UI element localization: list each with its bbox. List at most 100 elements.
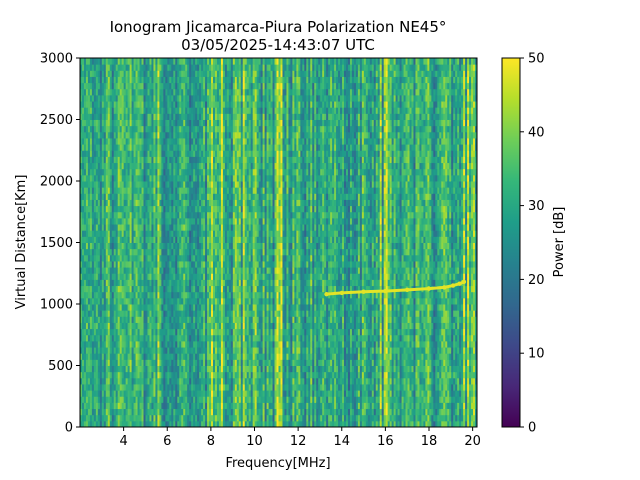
heatmap-cell bbox=[81, 217, 85, 225]
heatmap-cell bbox=[177, 101, 180, 108]
heatmap-cell bbox=[129, 150, 133, 157]
heatmap-cell bbox=[85, 181, 89, 188]
heatmap-cell bbox=[129, 260, 133, 268]
heatmap-cell bbox=[117, 260, 121, 268]
heatmap-cell bbox=[85, 236, 89, 243]
heatmap-cell bbox=[93, 408, 97, 416]
heatmap-cell bbox=[113, 353, 117, 360]
heatmap-cell bbox=[171, 70, 174, 77]
heatmap-cell bbox=[95, 383, 99, 391]
heatmap-cell bbox=[85, 383, 89, 391]
heatmap-cell bbox=[167, 260, 170, 268]
heatmap-cell bbox=[157, 230, 160, 237]
heatmap-cell bbox=[155, 144, 158, 151]
heatmap-cell bbox=[149, 365, 152, 373]
heatmap-cell bbox=[107, 328, 111, 336]
heatmap-cell bbox=[151, 205, 154, 213]
heatmap-cell bbox=[111, 162, 115, 170]
heatmap-cell bbox=[149, 174, 152, 182]
heatmap-cell bbox=[93, 420, 97, 427]
heatmap-cell bbox=[153, 82, 156, 90]
heatmap-cell bbox=[183, 285, 186, 293]
heatmap-cell bbox=[103, 334, 107, 342]
heatmap-cell bbox=[105, 168, 109, 176]
heatmap-cell bbox=[157, 144, 160, 151]
heatmap-cell bbox=[89, 64, 93, 71]
heatmap-cell bbox=[147, 310, 150, 317]
heatmap-cell bbox=[80, 420, 83, 427]
heatmap-cell bbox=[175, 107, 178, 114]
heatmap-cell bbox=[171, 254, 174, 262]
heatmap-cell bbox=[81, 193, 85, 200]
heatmap-cell bbox=[81, 340, 85, 348]
heatmap-cell bbox=[135, 64, 139, 71]
heatmap-cell bbox=[143, 402, 147, 410]
heatmap-cell bbox=[87, 291, 91, 299]
heatmap-cell bbox=[167, 144, 170, 151]
heatmap-cell bbox=[139, 414, 143, 422]
heatmap-cell bbox=[123, 316, 127, 323]
heatmap-cell bbox=[103, 107, 107, 114]
heatmap-cell bbox=[137, 347, 141, 354]
heatmap-cell bbox=[163, 285, 166, 293]
heatmap-cell bbox=[163, 396, 166, 403]
heatmap-cell bbox=[175, 402, 178, 410]
heatmap-cell bbox=[167, 156, 170, 164]
heatmap-cell bbox=[87, 328, 91, 336]
heatmap-cell bbox=[125, 377, 129, 385]
heatmap-cell bbox=[159, 365, 162, 373]
heatmap-cell bbox=[169, 273, 172, 280]
heatmap-cell bbox=[131, 371, 135, 379]
heatmap-cell bbox=[185, 328, 188, 336]
heatmap-cell bbox=[99, 58, 103, 65]
heatmap-cell bbox=[165, 64, 168, 71]
heatmap-cell bbox=[181, 334, 184, 342]
heatmap-cell bbox=[129, 64, 133, 71]
heatmap-cell bbox=[89, 285, 93, 293]
heatmap-cell bbox=[179, 113, 182, 120]
heatmap-cell bbox=[123, 137, 127, 145]
heatmap-cell bbox=[169, 230, 172, 237]
heatmap-cell bbox=[95, 113, 99, 120]
heatmap-cell bbox=[117, 291, 121, 299]
heatmap-cell bbox=[97, 297, 101, 305]
heatmap-cell bbox=[175, 304, 178, 311]
heatmap-cell bbox=[107, 316, 111, 323]
heatmap-cell bbox=[123, 414, 127, 422]
heatmap-cell bbox=[157, 248, 160, 256]
heatmap-cell bbox=[161, 144, 164, 151]
heatmap-cell bbox=[157, 187, 160, 194]
heatmap-cell bbox=[143, 70, 147, 77]
heatmap-cell bbox=[87, 383, 91, 391]
heatmap-cell bbox=[145, 414, 148, 422]
heatmap-cell bbox=[177, 144, 180, 151]
heatmap-cell bbox=[163, 58, 166, 65]
heatmap-cell bbox=[109, 181, 113, 188]
heatmap-cell bbox=[115, 113, 119, 120]
heatmap-cell bbox=[95, 101, 99, 108]
heatmap-cell bbox=[95, 236, 99, 243]
heatmap-cell bbox=[115, 383, 119, 391]
heatmap-cell bbox=[127, 82, 131, 90]
heatmap-cell bbox=[89, 291, 93, 299]
heatmap-cell bbox=[139, 279, 143, 287]
heatmap-cell bbox=[89, 236, 93, 243]
heatmap-cell bbox=[161, 236, 164, 243]
heatmap-cell bbox=[129, 383, 133, 391]
heatmap-cell bbox=[163, 193, 166, 200]
heatmap-cell bbox=[97, 144, 101, 151]
heatmap-cell bbox=[183, 359, 186, 366]
heatmap-cell bbox=[177, 328, 180, 336]
heatmap-cell bbox=[137, 322, 141, 330]
heatmap-cell bbox=[131, 340, 135, 348]
heatmap-cell bbox=[165, 113, 168, 120]
heatmap-cell bbox=[167, 254, 170, 262]
heatmap-cell bbox=[151, 174, 154, 182]
heatmap-cell bbox=[135, 187, 139, 194]
heatmap-cell bbox=[80, 267, 83, 274]
heatmap-cell bbox=[123, 168, 127, 176]
heatmap-cell bbox=[117, 390, 121, 397]
heatmap-cell bbox=[93, 383, 97, 391]
heatmap-cell bbox=[99, 402, 103, 410]
heatmap-cell bbox=[85, 347, 89, 354]
